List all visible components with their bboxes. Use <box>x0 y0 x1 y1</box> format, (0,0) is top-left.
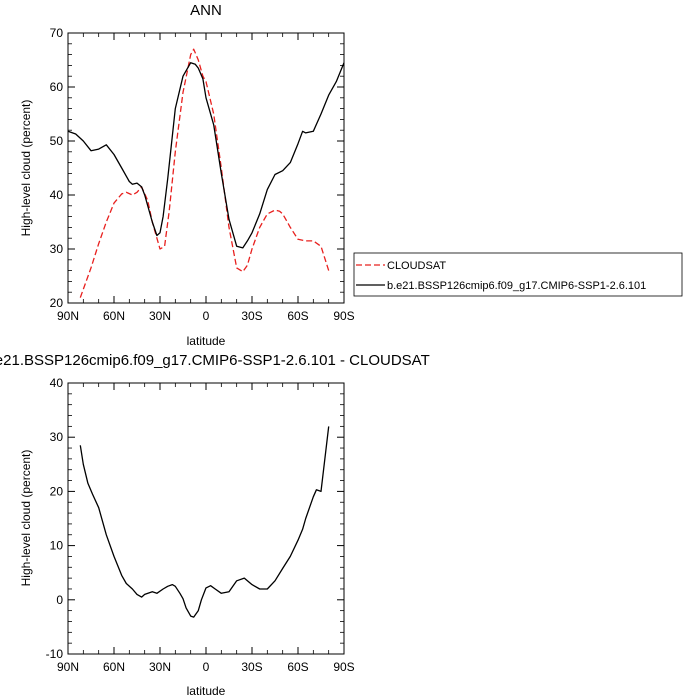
bottom-y-tick-label: 40 <box>50 376 64 390</box>
bottom-x-axis-label: latitude <box>187 684 226 698</box>
bottom-x-tick-label: 90N <box>57 660 79 674</box>
bottom-y-tick-label: 0 <box>56 593 63 607</box>
top-y-tick-labels: 20 30 40 50 60 70 <box>50 26 64 310</box>
legend-label-cloudsat: CLOUDSAT <box>387 260 446 272</box>
top-chart-title: ANN <box>190 2 222 19</box>
bottom-x-tick-label: 60N <box>103 660 125 674</box>
bottom-x-tick-label: 30S <box>241 660 262 674</box>
top-y-tick-label: 30 <box>50 242 64 256</box>
bottom-plot-frame <box>67 382 345 655</box>
bottom-panel: b.e21.BSSP126cmip6.f09_g17.CMIP6-SSP1-2.… <box>0 352 430 698</box>
top-panel: ANN 20 30 40 50 60 70 90N 60N 30N 0 30S 60S 90S lat… <box>19 2 355 348</box>
bottom-x-tick-label: 30N <box>149 660 171 674</box>
bottom-chart-title: b.e21.BSSP126cmip6.f09_g17.CMIP6-SSP1-2.… <box>0 352 430 369</box>
top-x-tick-label: 90N <box>57 309 79 323</box>
bottom-y-tick-label: 30 <box>50 430 64 444</box>
top-tick-marks <box>67 32 345 304</box>
bottom-y-tick-labels: -10 0 10 20 30 40 <box>46 376 64 661</box>
bottom-series-line-difference <box>79 426 330 618</box>
bottom-series-lines <box>79 426 330 618</box>
top-x-tick-label: 60S <box>287 309 308 323</box>
top-x-tick-label: 30S <box>241 309 262 323</box>
top-series-line-cloudsat <box>79 48 330 298</box>
top-series-lines <box>67 48 345 298</box>
bottom-x-tick-labels: 90N 60N 30N 0 30S 60S 90S <box>57 660 355 674</box>
bottom-x-tick-label: 0 <box>203 660 210 674</box>
top-x-tick-label: 90S <box>333 309 354 323</box>
bottom-y-tick-label: -10 <box>46 647 64 661</box>
top-plot-frame <box>67 32 345 304</box>
bottom-x-tick-label: 90S <box>333 660 354 674</box>
legend-box <box>353 252 683 297</box>
top-y-axis-label: High-level cloud (percent) <box>19 100 33 237</box>
top-x-tick-label: 60N <box>103 309 125 323</box>
top-x-tick-label: 0 <box>203 309 210 323</box>
bottom-y-axis-label: High-level cloud (percent) <box>19 450 33 587</box>
bottom-y-tick-label: 10 <box>50 539 64 553</box>
top-y-tick-label: 70 <box>50 26 64 40</box>
bottom-x-tick-label: 60S <box>287 660 308 674</box>
legend-label-model: b.e21.BSSP126cmip6.f09_g17.CMIP6-SSP1-2.… <box>387 280 646 292</box>
top-x-axis-label: latitude <box>187 334 226 348</box>
bottom-y-tick-label: 20 <box>50 484 64 498</box>
top-y-tick-label: 50 <box>50 134 64 148</box>
top-y-tick-label: 40 <box>50 188 64 202</box>
bottom-tick-marks <box>67 382 345 655</box>
top-y-tick-label: 60 <box>50 80 64 94</box>
legend: CLOUDSAT b.e21.BSSP126cmip6.f09_g17.CMIP… <box>353 252 683 297</box>
top-series-line-model <box>67 62 345 249</box>
top-x-tick-labels: 90N 60N 30N 0 30S 60S 90S <box>57 309 355 323</box>
top-y-tick-label: 20 <box>50 296 64 310</box>
top-x-tick-label: 30N <box>149 309 171 323</box>
